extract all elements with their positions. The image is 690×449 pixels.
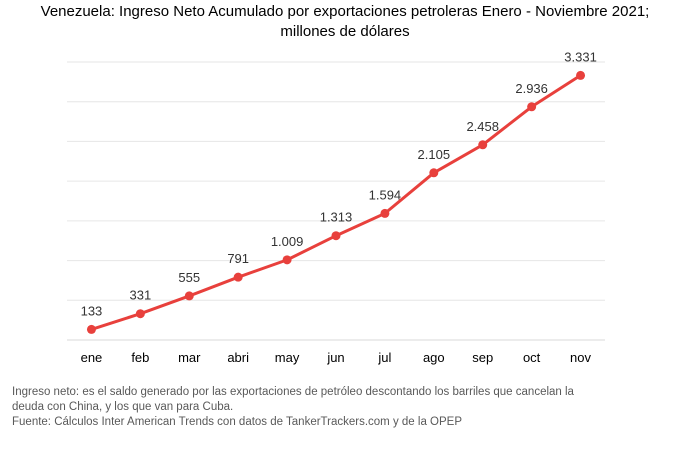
note-line-2: deuda con China, y los que van para Cuba… (12, 401, 234, 413)
chart-title-line-2: millones de dólares (280, 23, 410, 40)
data-label: 3.331 (564, 49, 597, 64)
data-point (478, 140, 488, 150)
data-label: 133 (81, 303, 103, 318)
data-label: 1.313 (320, 210, 353, 225)
x-tick-label: may (275, 350, 300, 365)
data-point (233, 272, 243, 282)
series-line (89, 73, 583, 331)
x-tick-label: oct (523, 350, 541, 365)
data-point (184, 291, 194, 301)
x-tick-label: ene (81, 350, 103, 365)
chart-notes: Ingreso neto: es el saldo generado por l… (12, 385, 682, 430)
data-point (429, 168, 439, 178)
x-tick-label: mar (178, 350, 201, 365)
x-tick-label: feb (131, 350, 149, 365)
source-note: Fuente: Cálculos Inter American Trends c… (12, 416, 462, 428)
data-label: 2.936 (515, 81, 548, 96)
data-label: 791 (227, 251, 249, 266)
chart-title: Venezuela: Ingreso Neto Acumulado por ex… (0, 2, 690, 42)
data-label: 331 (130, 288, 152, 303)
x-tick-label: sep (472, 350, 493, 365)
x-tick-label: abri (227, 350, 249, 365)
line-chart: 133 331 555 791 1.009 1.313 1.594 2.105 2.458 2.9… (67, 49, 605, 365)
data-point (576, 70, 586, 80)
data-label: 2.105 (418, 147, 451, 162)
x-tick-label: ago (423, 350, 445, 365)
data-label: 2.458 (466, 119, 499, 134)
x-tick-label: jun (326, 350, 344, 365)
data-point (331, 231, 341, 241)
x-tick-label: jul (377, 350, 391, 365)
data-point (135, 309, 145, 319)
x-tick-labels: ene feb mar abri may jun jul ago sep oct nov (81, 350, 592, 365)
data-labels: 133 331 555 791 1.009 1.313 1.594 2.105 2.458 2.9… (81, 49, 597, 318)
chart-title-line-1: Venezuela: Ingreso Neto Acumulado por ex… (40, 3, 650, 20)
data-label: 1.009 (271, 234, 304, 249)
data-point (380, 208, 390, 218)
data-label: 555 (178, 270, 200, 285)
data-point (282, 255, 292, 265)
gridlines (67, 61, 605, 301)
data-label: 1.594 (369, 187, 402, 202)
data-points (86, 70, 586, 334)
note-line-1: Ingreso neto: es el saldo generado por l… (12, 386, 574, 398)
data-point (527, 102, 537, 112)
data-point (86, 324, 96, 334)
x-tick-label: nov (570, 350, 591, 365)
